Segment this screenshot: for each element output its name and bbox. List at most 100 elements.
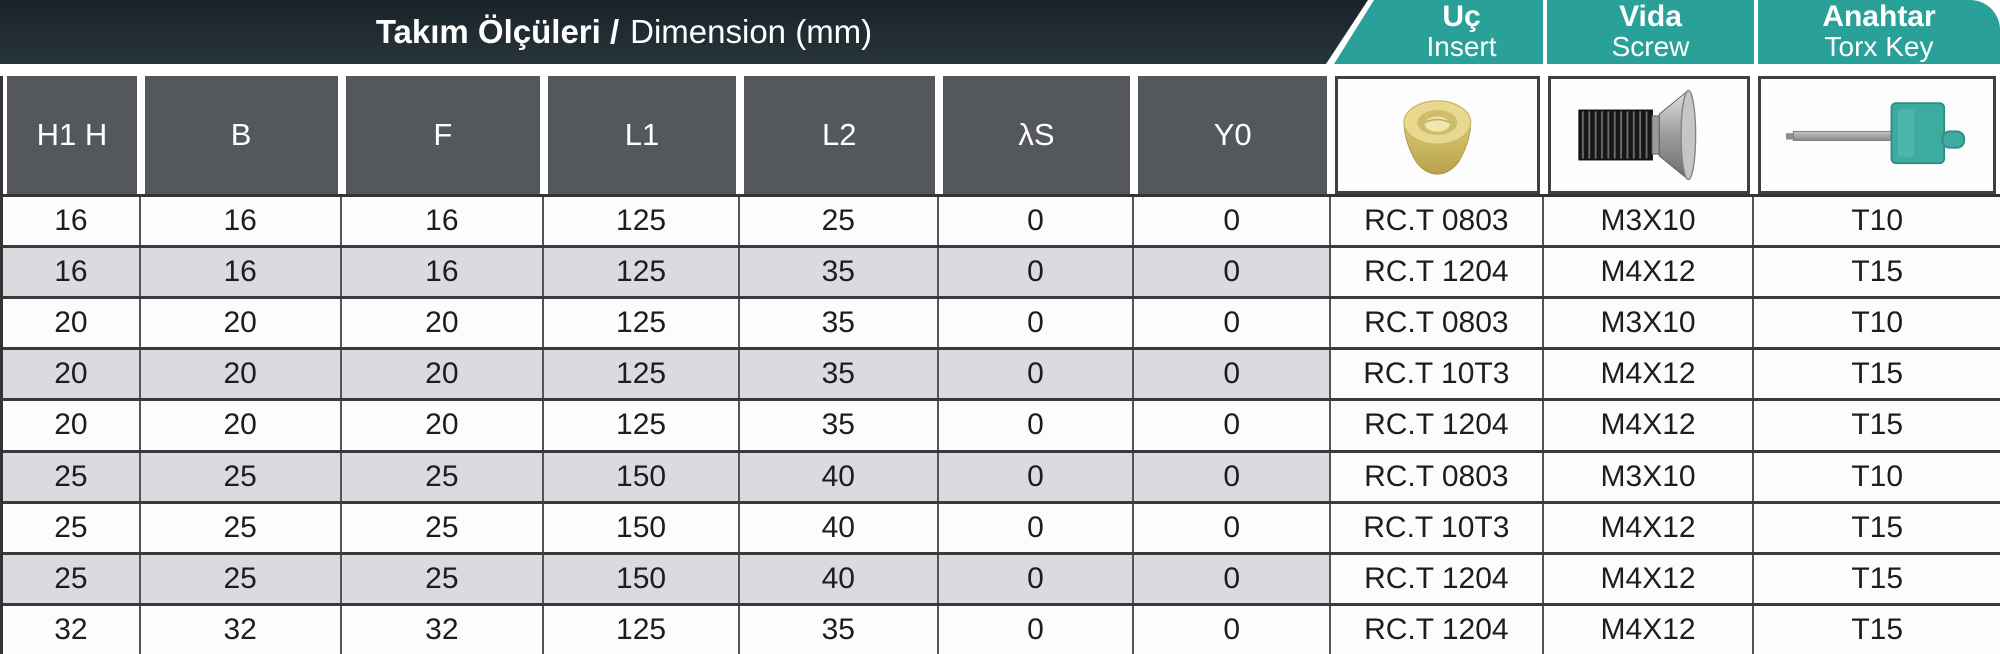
table-row: 20 20 20 125 35 0 0 RC.T 0803 M3X10 T10 xyxy=(3,296,2000,348)
table-cell: 25 xyxy=(140,452,342,501)
table-cell-screw: M4X12 xyxy=(1544,503,1755,552)
table-cell-insert: RC.T 10T3 xyxy=(1331,503,1544,552)
tool-header-insert-tr: Uç xyxy=(1442,0,1481,33)
tool-header-insert-en: Insert xyxy=(1426,31,1497,62)
table-cell: 0 xyxy=(939,197,1135,246)
table-cell: 0 xyxy=(1134,605,1332,654)
table-cell: 0 xyxy=(1134,554,1332,603)
table-cell: 20 xyxy=(140,350,342,399)
table-cell-torx: T15 xyxy=(1851,510,1904,544)
dimension-table-body: 16 16 16 125 25 0 0 RC.T 0803 M3X10 T10 … xyxy=(0,194,2000,654)
table-cell: 32 xyxy=(3,605,141,654)
title-english: Dimension (mm) xyxy=(630,13,873,50)
table-cell: 25 xyxy=(3,503,141,552)
tool-header-insert: Uç Insert xyxy=(1334,0,1543,64)
table-cell: 0 xyxy=(1134,452,1332,501)
column-header-l1: L1 xyxy=(544,76,740,194)
table-cell: 0 xyxy=(939,503,1135,552)
table-cell-screw: M4X12 xyxy=(1544,554,1755,603)
tool-header-screw-tr: Vida xyxy=(1619,0,1682,33)
table-row: 25 25 25 150 40 0 0 RC.T 0803 M3X10 T10 xyxy=(3,449,2000,501)
table-cell-torx: T10 xyxy=(1851,459,1904,493)
column-header-torx-photo xyxy=(1754,76,2000,194)
table-cell-screw: M4X12 xyxy=(1544,605,1755,654)
table-cell: 40 xyxy=(739,554,939,603)
table-cell: 0 xyxy=(938,554,1135,603)
table-cell: 125 xyxy=(544,605,740,654)
table-cell: 16 xyxy=(3,248,141,297)
table-cell: 20 xyxy=(141,299,342,348)
table-row: 16 16 16 125 35 0 0 RC.T 1204 M4X12 T15 xyxy=(3,245,2000,297)
table-cell-insert: RC.T 0803 xyxy=(1331,452,1544,501)
column-header-f: F xyxy=(342,76,545,194)
table-cell: 0 xyxy=(1134,503,1332,552)
tool-header-screw: Vida Screw xyxy=(1543,0,1754,64)
title-turkish: Takım Ölçüleri / xyxy=(375,13,620,50)
table-cell-screw: M4X12 xyxy=(1544,350,1755,399)
table-cell: 32 xyxy=(141,605,342,654)
table-cell: 0 xyxy=(938,452,1135,501)
table-cell: 0 xyxy=(1134,197,1332,246)
table-cell-screw: M3X10 xyxy=(1544,299,1755,348)
table-cell: 0 xyxy=(939,401,1135,450)
table-cell: 125 xyxy=(544,299,740,348)
table-cell-torx: T15 xyxy=(1851,255,1904,289)
table-cell: 35 xyxy=(740,299,939,348)
table-cell: 20 xyxy=(3,350,141,399)
table-cell: 125 xyxy=(544,197,740,246)
table-cell-insert: RC.T 1204 xyxy=(1331,401,1544,450)
column-header-l2: L2 xyxy=(740,76,939,194)
table-cell-torx: T15 xyxy=(1851,357,1904,391)
column-header-lambda-s: λS xyxy=(939,76,1135,194)
column-header-b: B xyxy=(141,76,342,194)
torx-key-photo-icon xyxy=(1786,102,1966,165)
table-cell: 16 xyxy=(342,197,545,246)
table-cell: 25 xyxy=(141,503,342,552)
table-cell: 0 xyxy=(1134,248,1332,297)
table-cell: 16 xyxy=(341,248,545,297)
screw-photo-icon xyxy=(1578,89,1697,181)
table-cell: 125 xyxy=(544,401,740,450)
table-cell-screw: M3X10 xyxy=(1544,197,1755,246)
table-cell: 20 xyxy=(341,350,545,399)
table-cell: 35 xyxy=(739,350,939,399)
table-row: 25 25 25 150 40 0 0 RC.T 10T3 M4X12 T15 xyxy=(3,500,2000,552)
table-cell: 25 xyxy=(740,197,939,246)
table-cell: 150 xyxy=(544,452,740,501)
table-cell: 16 xyxy=(3,197,141,246)
table-cell-torx: T15 xyxy=(1851,561,1904,595)
table-cell: 32 xyxy=(342,605,545,654)
table-cell: 25 xyxy=(341,554,545,603)
tool-header-torx-key: Anahtar Torx Key xyxy=(1754,0,2000,64)
tool-header-torx-en: Torx Key xyxy=(1824,31,1934,62)
table-cell: 25 xyxy=(342,503,545,552)
table-cell: 20 xyxy=(141,401,342,450)
table-cell: 0 xyxy=(938,248,1135,297)
column-header-y0: Y0 xyxy=(1134,76,1331,194)
table-cell: 25 xyxy=(3,452,141,501)
table-cell: 125 xyxy=(544,248,740,297)
table-row: 20 20 20 125 35 0 0 RC.T 1204 M4X12 T15 xyxy=(3,398,2000,450)
column-header-insert-photo xyxy=(1331,76,1544,194)
tool-headers-bar: Uç Insert Vida Screw Anahtar Torx Key xyxy=(1334,0,2000,64)
table-cell-torx: T15 xyxy=(1851,408,1904,442)
table-cell-insert: RC.T 1204 xyxy=(1331,248,1544,297)
table-cell: 20 xyxy=(3,401,141,450)
column-header-h1h: H1 H xyxy=(3,76,141,194)
table-cell-screw: M4X12 xyxy=(1544,248,1755,297)
round-insert-photo-icon xyxy=(1403,100,1472,175)
table-cell-torx: T15 xyxy=(1851,612,1904,646)
table-cell: 25 xyxy=(140,554,342,603)
table-cell-torx: T10 xyxy=(1851,306,1904,340)
table-cell: 35 xyxy=(739,248,939,297)
column-header-screw-photo xyxy=(1544,76,1755,194)
table-cell: 16 xyxy=(140,248,342,297)
table-cell: 20 xyxy=(3,299,141,348)
table-cell-torx: T10 xyxy=(1851,204,1904,238)
table-cell-insert: RC.T 1204 xyxy=(1331,605,1544,654)
table-cell-insert: RC.T 1204 xyxy=(1331,554,1544,603)
table-cell: 25 xyxy=(3,554,141,603)
table-cell-insert: RC.T 0803 xyxy=(1331,197,1544,246)
table-cell-screw: M4X12 xyxy=(1544,401,1755,450)
